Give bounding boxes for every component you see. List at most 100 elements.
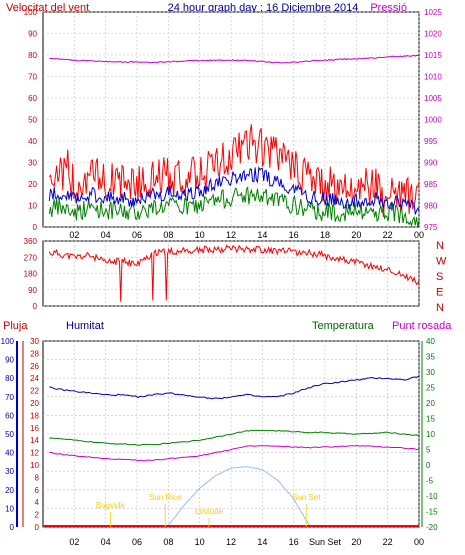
temperature-tick: 0 [426, 461, 431, 470]
dewpoint-line [49, 444, 420, 462]
rain-tick: 18 [30, 411, 39, 420]
pressure-tick: 995 [424, 137, 438, 146]
rain-tick: 20 [30, 399, 39, 408]
bottom-hour-tick: 06 [132, 537, 142, 547]
direction-tick: 360 [24, 237, 38, 246]
temperature-tick: 10 [426, 430, 435, 439]
wind-speed-tick: 50 [28, 116, 37, 125]
rain-tick: 28 [30, 349, 39, 358]
pressure-tick: 985 [424, 180, 438, 189]
pressure-tick: 975 [424, 223, 438, 232]
hour-tick: 08 [163, 230, 173, 240]
wind-gust-line [48, 124, 420, 217]
temperature-tick: 5 [426, 446, 431, 455]
temperature-tick: 15 [426, 415, 435, 424]
temperature-tick: -15 [426, 508, 438, 517]
humidity-tick: 80 [5, 374, 14, 383]
sun-elevation-arc [167, 466, 319, 527]
hour-tick: 14 [257, 230, 267, 240]
hour-tick: 20 [351, 230, 361, 240]
rain-tick: 22 [30, 387, 39, 396]
wind-speed-title: Velocitat del vent [6, 2, 89, 14]
direction-tick: 270 [24, 253, 38, 262]
sun-event-labels: Bugvide Sun Rice Lovlude Sun Set [96, 493, 321, 527]
hour-tick: 04 [101, 230, 111, 240]
bottom-hour-tick: 14 [257, 537, 267, 547]
hour-tick: 16 [289, 230, 299, 240]
pressure-tick: 1000 [424, 116, 442, 125]
bottom-hour-tick: 08 [163, 537, 173, 547]
hour-tick: 12 [226, 230, 236, 240]
bottom-hour-tick: 00 [414, 537, 424, 547]
wind-speed-tick: 80 [28, 51, 37, 60]
wind-pressure-series [48, 54, 420, 228]
temp-humidity-series [43, 375, 420, 527]
pressure-tick: 980 [424, 202, 438, 211]
rain-tick: 12 [30, 449, 39, 458]
humidity-tick: 0 [10, 523, 15, 532]
compass-label: N [436, 240, 444, 252]
hour-tick: 10 [195, 230, 205, 240]
temperature-tick: 40 [426, 337, 435, 346]
wind-speed-tick: 30 [28, 159, 37, 168]
rain-tick: 8 [35, 473, 40, 482]
bottom-hour-tick: 16 [289, 537, 299, 547]
pressure-tick: 1005 [424, 94, 442, 103]
wind-speed-tick: 20 [28, 180, 37, 189]
hour-tick: 18 [320, 230, 330, 240]
temperature-tick: -10 [426, 492, 438, 501]
temp-humidity-axes: 0102030405060708090100024681012141618202… [1, 337, 438, 532]
temperature-tick: -20 [426, 523, 438, 532]
bottom-hour-tick: 22 [383, 537, 393, 547]
bottom-hour-tick: Sun Set [309, 537, 342, 547]
wind-direction-series [48, 244, 420, 302]
wind-speed-axis: 0 10 20 30 40 50 60 70 80 90 100 [24, 8, 38, 232]
humidity-tick: 10 [5, 504, 14, 513]
wind-speed-tick: 60 [28, 94, 37, 103]
compass-label: E [436, 287, 443, 299]
humidity-tick: 60 [5, 411, 14, 420]
rain-label: Pluja [3, 320, 28, 332]
humidity-tick: 70 [5, 393, 14, 402]
pressure-tick: 1020 [424, 30, 442, 39]
graph-date-title: 24 hour graph day : 16 Diciembre 2014 [168, 2, 359, 14]
wind-speed-tick: 40 [28, 137, 37, 146]
temperature-tick: -5 [426, 477, 434, 486]
pressure-tick: 1025 [424, 8, 442, 17]
wind-speed-tick: 90 [28, 30, 37, 39]
rain-tick: 26 [30, 362, 39, 371]
wind-speed-tick: 10 [28, 202, 37, 211]
wind-speed-tick: 70 [28, 73, 37, 82]
sunset-label: Sun Set [292, 493, 321, 502]
humidity-tick: 50 [5, 430, 14, 439]
bottom-hour-tick: 12 [226, 537, 236, 547]
pressure-tick: 1015 [424, 51, 442, 60]
rain-tick: 2 [35, 511, 40, 520]
wind-low-line [48, 186, 420, 228]
temperature-label: Temperatura [312, 320, 375, 332]
rain-tick: 14 [30, 436, 39, 445]
pressure-title: Pressió [370, 2, 407, 14]
temperature-tick: 20 [426, 399, 435, 408]
wind-average-line [48, 166, 420, 215]
humidity-tick: 40 [5, 449, 14, 458]
bottom-hour-tick: 02 [69, 537, 79, 547]
temperature-line [49, 429, 420, 446]
wind-direction-axis: 0 90 180 270 360 [24, 237, 38, 311]
humidity-tick: 30 [5, 467, 14, 476]
compass-label: S [436, 271, 443, 283]
dewpoint-label: Punt rosada [392, 320, 452, 332]
hour-tick: 00 [414, 230, 424, 240]
pressure-tick: 1010 [424, 73, 442, 82]
rain-tick: 0 [35, 523, 40, 532]
pressure-tick: 990 [424, 159, 438, 168]
rain-tick: 4 [35, 498, 40, 507]
bottom-hour-tick: 04 [101, 537, 111, 547]
compass-label: N [436, 302, 444, 314]
temperature-tick: 25 [426, 384, 435, 393]
midday-label: Lovlude [195, 507, 224, 516]
bottom-time-axis: 02 04 06 08 10 12 14 16 Sun Set 20 22 00 [69, 537, 424, 547]
bottom-hour-tick: 20 [351, 537, 361, 547]
direction-tick: 90 [28, 286, 37, 295]
